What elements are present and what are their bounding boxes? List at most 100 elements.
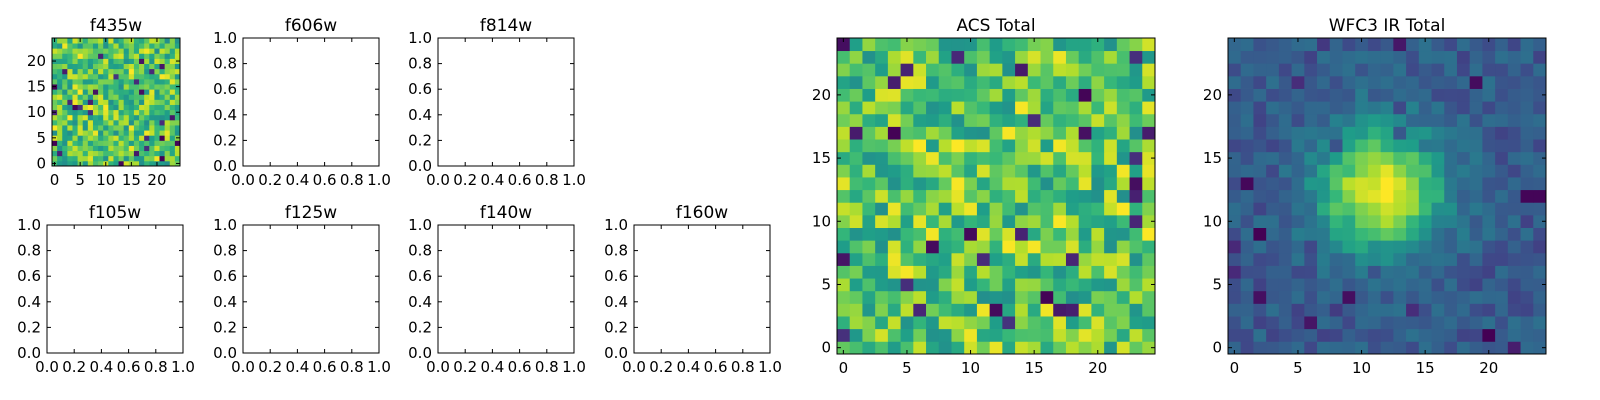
heatmap-cell <box>1342 227 1356 241</box>
heatmap-cell <box>1065 101 1080 115</box>
heatmap-cell <box>887 214 901 228</box>
heatmap-cell <box>103 43 109 49</box>
heatmap-cell <box>1456 151 1471 165</box>
heatmap-cell <box>938 38 952 52</box>
heatmap-cell <box>1104 126 1118 140</box>
heatmap-cell <box>174 38 181 44</box>
heatmap-cell <box>128 73 135 80</box>
heatmap-cell <box>1291 139 1305 153</box>
heatmap-cell <box>1418 214 1432 228</box>
heatmap-cell <box>1104 252 1118 266</box>
heatmap-cell <box>108 160 114 167</box>
heatmap-cell <box>862 316 876 330</box>
heatmap-cell <box>837 328 851 342</box>
heatmap-cell <box>159 58 166 64</box>
heatmap-cell <box>72 114 78 121</box>
heatmap-cell <box>1355 189 1369 203</box>
heatmap-cell <box>1329 227 1343 241</box>
heatmap-cell <box>964 303 978 317</box>
heatmap-cell <box>976 341 991 355</box>
heatmap-cell <box>862 151 876 165</box>
heatmap-cell <box>1456 63 1471 77</box>
heatmap-cell <box>1266 328 1280 342</box>
heatmap-cell <box>1507 63 1521 77</box>
heatmap-cell <box>1329 139 1343 153</box>
heatmap-cell <box>1266 202 1280 216</box>
heatmap-cell <box>951 341 965 355</box>
heatmap-cell <box>938 164 952 178</box>
heatmap-cell <box>1116 164 1130 178</box>
heatmap-cell <box>1129 290 1143 304</box>
heatmap-cell <box>849 189 863 203</box>
heatmap-cell <box>875 303 889 317</box>
heatmap-cell <box>57 160 63 167</box>
heatmap-cell <box>1304 88 1318 102</box>
heatmap-cell <box>1406 252 1420 266</box>
heatmap-cell <box>976 63 991 77</box>
heatmap-cell <box>174 119 181 126</box>
heatmap-cell <box>1329 341 1343 355</box>
heatmap-cell <box>1015 240 1029 254</box>
heatmap-cell <box>976 113 991 127</box>
heatmap-cell <box>1495 316 1509 330</box>
heatmap-cell <box>964 177 978 191</box>
heatmap-cell <box>1304 126 1318 140</box>
heatmap-cell <box>1291 164 1305 178</box>
heatmap-cell <box>82 155 89 162</box>
heatmap-cell <box>1291 151 1305 165</box>
heatmap-cell <box>1278 189 1292 203</box>
heatmap-cell <box>1129 126 1143 140</box>
heatmap-cell <box>1091 164 1105 178</box>
heatmap-cell <box>1431 50 1445 64</box>
heatmap-cell <box>1380 63 1394 77</box>
y-tick-label: 0.6 <box>17 267 41 285</box>
heatmap-cell <box>887 177 901 191</box>
heatmap-cell <box>154 63 160 70</box>
heatmap-cell <box>938 88 952 102</box>
heatmap-cell <box>1469 63 1483 77</box>
heatmap-cell <box>1040 265 1054 279</box>
heatmap-cell <box>1456 240 1471 254</box>
heatmap-cell <box>169 78 176 85</box>
heatmap-cell <box>900 252 914 266</box>
heatmap-cell <box>1304 316 1318 330</box>
heatmap-cell <box>113 125 119 131</box>
heatmap-cell <box>1495 341 1509 355</box>
heatmap-cell <box>103 68 109 75</box>
heatmap-cell <box>1507 316 1521 330</box>
heatmap-cell <box>1240 278 1254 292</box>
heatmap-cell <box>887 164 901 178</box>
y-tick-label: 0.4 <box>408 293 432 311</box>
heatmap-cell <box>1418 113 1432 127</box>
heatmap-cell <box>1253 63 1267 77</box>
heatmap-cell <box>144 125 150 131</box>
x-tick-label: 20 <box>1088 359 1107 377</box>
heatmap-cell <box>1053 113 1067 127</box>
heatmap-cell <box>82 135 89 141</box>
y-tick-label: 1.0 <box>213 216 237 234</box>
y-tick-label: 0.6 <box>604 267 628 285</box>
heatmap-cell <box>1278 126 1292 140</box>
heatmap-cell <box>123 58 130 64</box>
heatmap-cell <box>1291 177 1305 191</box>
heatmap-cell <box>1142 88 1156 102</box>
heatmap-cell <box>1533 265 1547 279</box>
heatmap-cell <box>1291 101 1305 115</box>
heatmap-cell <box>67 78 73 85</box>
heatmap-cell <box>159 145 166 152</box>
heatmap-cell <box>926 227 940 241</box>
x-tick-label: 0.2 <box>649 358 673 376</box>
heatmap-cell <box>1015 265 1029 279</box>
heatmap-cell <box>92 125 99 131</box>
heatmap-cell <box>1380 75 1394 89</box>
heatmap-cell <box>951 38 965 52</box>
heatmap-cell <box>92 104 99 111</box>
heatmap-cell <box>1469 328 1483 342</box>
heatmap-cell <box>67 94 73 100</box>
x-tick-label: 1.0 <box>367 171 391 189</box>
heatmap-cell <box>52 89 58 95</box>
heatmap-cell <box>1418 316 1432 330</box>
heatmap-cell <box>1507 113 1521 127</box>
x-tick-label: 0.2 <box>62 358 86 376</box>
